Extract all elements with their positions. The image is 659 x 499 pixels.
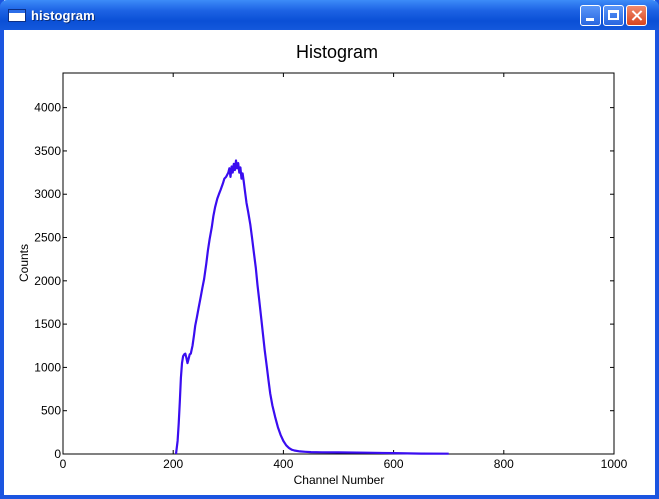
title-bar[interactable]: histogram bbox=[0, 0, 659, 30]
minimize-button[interactable] bbox=[580, 5, 601, 26]
x-tick-label: 200 bbox=[163, 457, 183, 471]
y-tick-label: 3000 bbox=[34, 187, 61, 201]
y-tick-label: 4000 bbox=[34, 101, 61, 115]
window-icon bbox=[8, 9, 26, 22]
y-tick-label: 0 bbox=[54, 447, 61, 461]
x-tick-label: 800 bbox=[494, 457, 514, 471]
y-tick-label: 3500 bbox=[34, 144, 61, 158]
window-title: histogram bbox=[31, 8, 95, 23]
y-tick-label: 2500 bbox=[34, 231, 61, 245]
x-tick-label: 400 bbox=[273, 457, 293, 471]
histogram-chart: Histogram 0 200 400 600 800 1000 0 500 1000 1500 2… bbox=[17, 42, 628, 487]
y-tick-label: 2000 bbox=[34, 274, 61, 288]
chart-title: Histogram bbox=[296, 42, 378, 62]
x-tick-label: 600 bbox=[384, 457, 404, 471]
close-button[interactable] bbox=[626, 5, 647, 26]
x-axis-label: Channel Number bbox=[294, 473, 385, 487]
y-tick-label: 1500 bbox=[34, 317, 61, 331]
y-axis-label: Counts bbox=[17, 244, 31, 282]
plot-area bbox=[62, 72, 615, 455]
y-tick-label: 1000 bbox=[34, 360, 61, 374]
x-tick-label: 0 bbox=[60, 457, 67, 471]
x-tick-label: 1000 bbox=[601, 457, 628, 471]
maximize-button[interactable] bbox=[603, 5, 624, 26]
series-line bbox=[174, 159, 449, 455]
y-tick-label: 500 bbox=[41, 404, 61, 418]
